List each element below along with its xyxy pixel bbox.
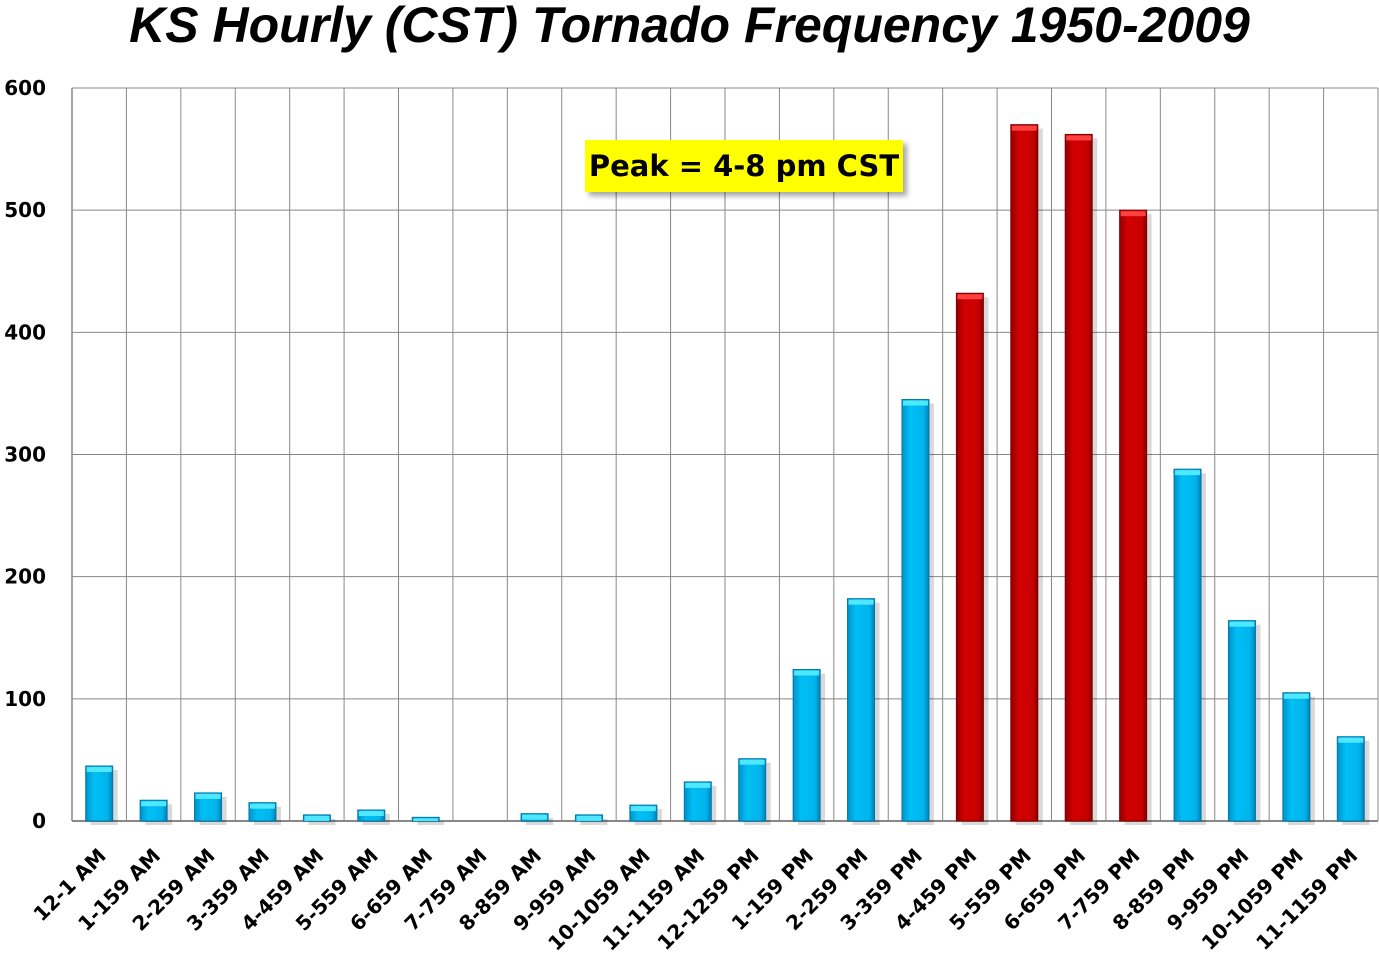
bar-top-highlight [576, 815, 602, 821]
bar [738, 758, 767, 822]
bar-top-highlight [522, 814, 548, 820]
bar [847, 598, 876, 822]
bar-top-highlight [358, 811, 384, 817]
bar [792, 669, 821, 822]
bar-top-highlight [141, 801, 167, 807]
bar-top-highlight [413, 818, 439, 821]
bar [955, 292, 984, 822]
bar-top-highlight [957, 294, 983, 300]
bar-top-highlight [1175, 470, 1201, 476]
peak-annotation: Peak = 4-8 pm CST [585, 140, 903, 192]
bar [1119, 209, 1148, 822]
y-tick-label: 400 [4, 320, 46, 344]
bar-top-highlight [1066, 135, 1092, 141]
bar-shadow [308, 818, 336, 825]
bar-top-highlight [739, 759, 765, 765]
y-tick-label: 500 [4, 198, 46, 222]
bar [683, 781, 712, 822]
bar [1336, 736, 1365, 822]
chart-title: KS Hourly (CST) Tornado Frequency 1950-2… [129, 0, 1250, 53]
y-tick-label: 600 [4, 76, 46, 100]
bar-top-highlight [1011, 125, 1037, 131]
bar-shadow [580, 818, 608, 825]
bar-top-highlight [902, 400, 928, 406]
bar [1064, 133, 1093, 822]
y-tick-label: 100 [4, 687, 46, 711]
bar-top-highlight [685, 782, 711, 788]
bar [1173, 468, 1202, 822]
bar-top-highlight [630, 806, 656, 812]
bar-top-highlight [1120, 211, 1146, 217]
bar [1010, 124, 1039, 822]
bar-top-highlight [848, 599, 874, 605]
bar-top-highlight [86, 767, 112, 773]
y-tick-label: 300 [4, 443, 46, 467]
bar-top-highlight [1229, 621, 1255, 627]
bar-top-highlight [249, 803, 275, 809]
y-tick-label: 200 [4, 565, 46, 589]
bar-shadow [417, 821, 445, 825]
bar-top-highlight [794, 670, 820, 676]
bar [1282, 692, 1311, 822]
bar-top-highlight [304, 815, 330, 821]
y-tick-label: 0 [32, 809, 46, 833]
bar-top-highlight [1338, 737, 1364, 743]
bar [901, 399, 930, 822]
bar-top-highlight [195, 793, 221, 799]
bar [1227, 620, 1256, 822]
bar-top-highlight [1283, 693, 1309, 699]
bar [85, 765, 114, 822]
